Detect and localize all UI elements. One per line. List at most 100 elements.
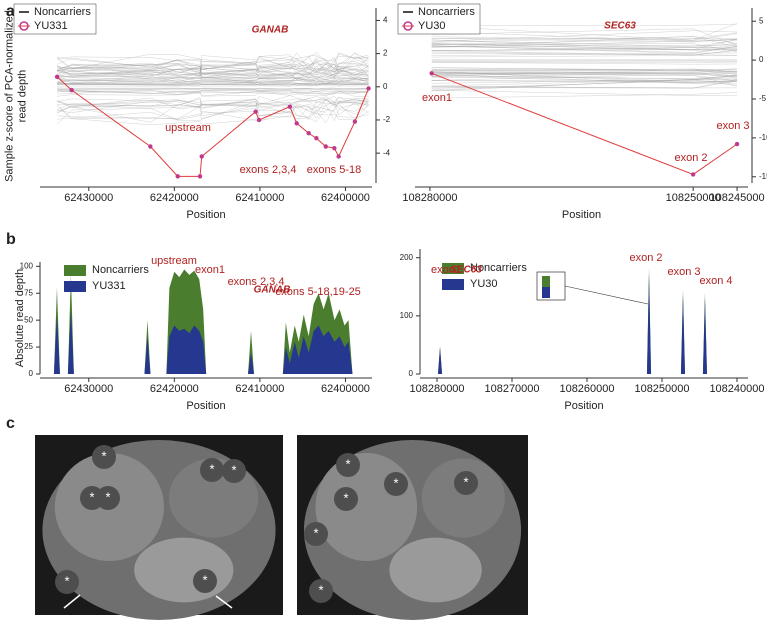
cyst [222, 459, 246, 483]
legend-label: YU30 [418, 20, 446, 32]
legend-label: Noncarriers [470, 262, 527, 274]
background-trace [57, 52, 369, 72]
gene-name: GANAB [254, 285, 291, 296]
background-trace [57, 58, 369, 75]
background-trace [57, 76, 369, 83]
gene-name: SEC63 [450, 265, 482, 276]
background-trace [431, 38, 738, 43]
x-axis-label: Position [562, 209, 601, 221]
sample-point [314, 136, 319, 141]
legend-label: Noncarriers [34, 6, 91, 18]
background-trace [431, 62, 738, 65]
gene-name: SEC63 [604, 21, 636, 32]
background-trace [57, 95, 369, 108]
background-trace [431, 72, 738, 77]
legend-swatch [19, 21, 29, 31]
annotation: exon 2 [674, 152, 707, 164]
panel-label: b [6, 231, 16, 248]
background-trace [57, 64, 369, 76]
x-tick-label: 108245000 [710, 192, 765, 204]
sample-point [287, 104, 293, 109]
legend-swatch [64, 265, 86, 276]
inset-fill [542, 287, 550, 298]
background-trace [431, 52, 738, 56]
legend-label: YU30 [470, 278, 498, 290]
y-tick-label: -2 [383, 115, 391, 124]
sample-point [175, 174, 180, 179]
y-tick-label: 100 [20, 261, 34, 270]
background-trace [57, 65, 369, 77]
background-trace [431, 68, 738, 74]
area [53, 269, 353, 374]
x-tick-label: 62400000 [321, 192, 370, 204]
x-tick-label: 108250000 [634, 383, 689, 395]
annotation: exon1 [431, 264, 461, 276]
cyst-mark: * [64, 573, 69, 588]
sample-point [199, 154, 204, 159]
background-trace [57, 69, 369, 80]
background-trace [431, 45, 738, 53]
panel-label: a [6, 3, 15, 20]
background-trace [57, 75, 369, 82]
cyst-mark: * [202, 572, 207, 587]
background-trace [431, 71, 738, 84]
cyst [384, 472, 408, 496]
y-tick-label: 50 [24, 315, 33, 324]
arrow [63, 594, 81, 609]
background-trace [431, 80, 738, 83]
legend-swatch [64, 281, 86, 292]
background-trace [431, 69, 738, 72]
background-trace [431, 76, 738, 83]
x-tick-label: 62430000 [64, 192, 113, 204]
x-tick-label: 108240000 [709, 383, 764, 395]
background-trace [431, 49, 738, 56]
background-trace [431, 55, 738, 58]
background-trace [57, 56, 369, 71]
background-trace [57, 95, 369, 106]
y-tick-label: 0 [383, 82, 388, 91]
background-trace [431, 38, 738, 48]
background-trace [431, 75, 738, 81]
background-trace [431, 86, 738, 89]
annotation: exons 2,3,4 [240, 164, 297, 176]
cyst-mark: * [343, 490, 348, 505]
cyst [454, 471, 478, 495]
cyst-mark: * [231, 462, 236, 477]
background-trace [431, 36, 738, 48]
background-trace [57, 82, 369, 85]
x-tick-label: 108260000 [559, 383, 614, 395]
background-trace [57, 59, 369, 75]
cyst [92, 445, 116, 469]
background-trace [431, 23, 738, 41]
background-trace [431, 72, 738, 78]
cyst-mark: * [105, 489, 110, 504]
background-trace [431, 74, 738, 87]
sample-point [352, 119, 358, 124]
y-tick-label: 0 [29, 369, 34, 378]
background-trace [57, 65, 369, 77]
cyst [193, 569, 217, 593]
cyst [309, 579, 333, 603]
cyst [55, 570, 79, 594]
background-trace [431, 37, 738, 40]
area [53, 309, 353, 374]
x-tick-label: 108280000 [402, 192, 457, 204]
inset-pointer [564, 285, 649, 305]
background-trace [431, 71, 738, 74]
annotation: exons 5-18 [307, 164, 361, 176]
x-tick-label: 62430000 [64, 383, 113, 395]
background-trace [431, 43, 738, 52]
y-tick-label: 5 [759, 16, 764, 25]
background-trace [57, 102, 369, 122]
background-trace [431, 39, 738, 47]
background-trace [431, 72, 738, 82]
cyst-mark: * [393, 475, 398, 490]
background-trace [56, 104, 369, 125]
background-trace [57, 83, 369, 86]
y-tick-label: 2 [383, 49, 388, 58]
background-trace [56, 63, 369, 77]
background-trace [431, 89, 738, 96]
annotation: exons 2,3,4 [228, 276, 285, 288]
background-trace [57, 66, 369, 78]
